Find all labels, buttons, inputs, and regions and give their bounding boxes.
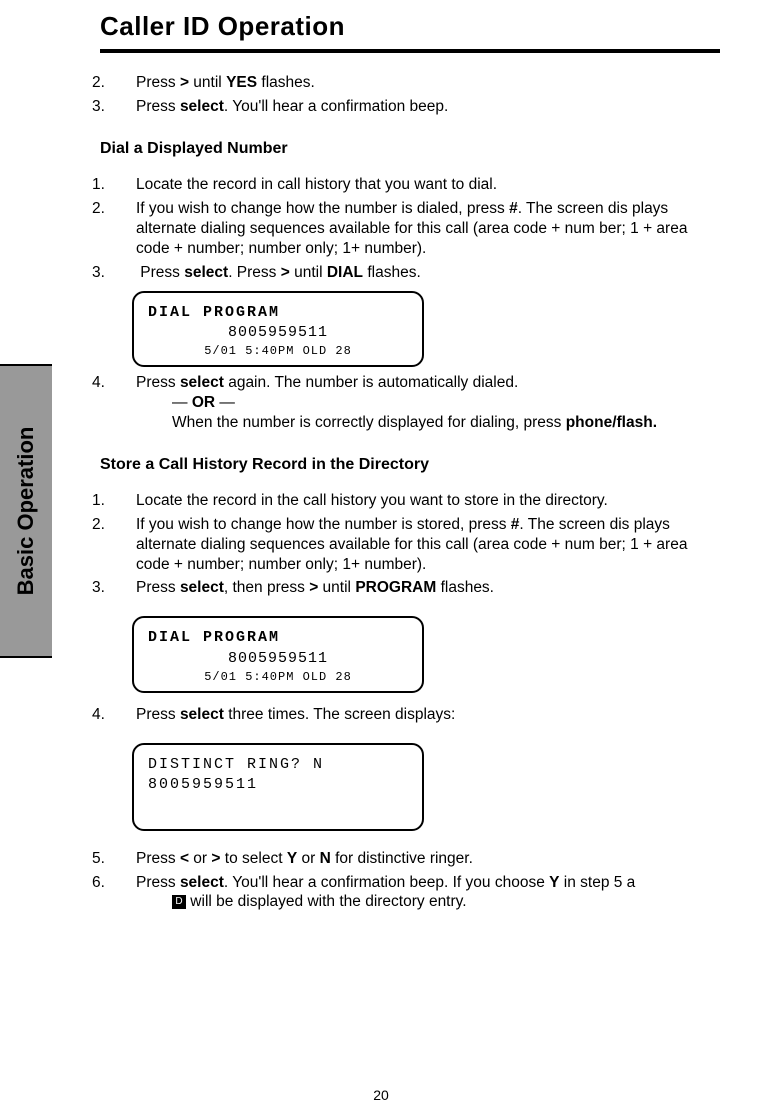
page-title: Caller ID Operation <box>100 10 720 43</box>
lcd-row: 8005959511 <box>148 649 408 669</box>
page-number: 20 <box>0 1087 762 1103</box>
step-item: 1.Locate the record in call history that… <box>136 175 720 195</box>
lcd-display: DISTINCT RING? N 8005959511 <box>132 743 424 831</box>
arrow-right-icon: > <box>281 264 290 281</box>
step-item: 3.Press select. You'll hear a confirmati… <box>136 97 720 117</box>
arrow-right-icon: > <box>309 579 318 596</box>
step-item: 4.Press select again. The number is auto… <box>136 373 720 432</box>
step-item: 3.Press select, then press > until PROGR… <box>136 578 720 598</box>
section-heading: Store a Call History Record in the Direc… <box>100 455 720 475</box>
step-item: 2.If you wish to change how the number i… <box>136 199 720 258</box>
page-content: Caller ID Operation 2.Press > until YES … <box>100 0 720 916</box>
lcd-row: DISTINCT RING? N <box>148 755 408 775</box>
top-steps: 2.Press > until YES flashes. 3.Press sel… <box>100 73 720 117</box>
section-heading: Dial a Displayed Number <box>100 139 720 159</box>
title-rule <box>100 49 720 53</box>
step-item: 3. Press select. Press > until DIAL flas… <box>136 263 720 283</box>
lcd-display: DIAL PROGRAM 8005959511 5/01 5:40PM OLD … <box>132 291 424 368</box>
section1-step4: 4.Press select again. The number is auto… <box>100 373 720 432</box>
step-item: 5.Press < or > to select Y or N for dist… <box>136 849 720 869</box>
step-item: 2.Press > until YES flashes. <box>136 73 720 93</box>
d-badge-icon: D <box>172 895 186 909</box>
arrow-left-icon: < <box>180 850 189 867</box>
lcd-row: 8005959511 <box>148 775 408 795</box>
manual-page: Basic Operation Caller ID Operation 2.Pr… <box>0 0 762 1115</box>
sidebar-tab: Basic Operation <box>0 364 52 658</box>
section2-steps56: 5.Press < or > to select Y or N for dist… <box>100 849 720 912</box>
lcd-row: DIAL PROGRAM <box>148 628 408 648</box>
step-item: 6.Press select. You'll hear a confirmati… <box>136 873 720 913</box>
step-item: 4.Press select three times. The screen d… <box>136 705 720 725</box>
lcd-row: DIAL PROGRAM <box>148 303 408 323</box>
lcd-row: 5/01 5:40PM OLD 28 <box>148 669 408 685</box>
step-item: 1.Locate the record in the call history … <box>136 491 720 511</box>
arrow-right-icon: > <box>180 74 189 91</box>
sidebar-label: Basic Operation <box>13 427 39 596</box>
lcd-row: 8005959511 <box>148 323 408 343</box>
step-item: 2.If you wish to change how the number i… <box>136 515 720 574</box>
section2-steps: 1.Locate the record in the call history … <box>100 491 720 598</box>
lcd-display: DIAL PROGRAM 8005959511 5/01 5:40PM OLD … <box>132 616 424 693</box>
section1-steps: 1.Locate the record in call history that… <box>100 175 720 282</box>
section2-step4: 4.Press select three times. The screen d… <box>100 705 720 725</box>
lcd-row: 5/01 5:40PM OLD 28 <box>148 343 408 359</box>
